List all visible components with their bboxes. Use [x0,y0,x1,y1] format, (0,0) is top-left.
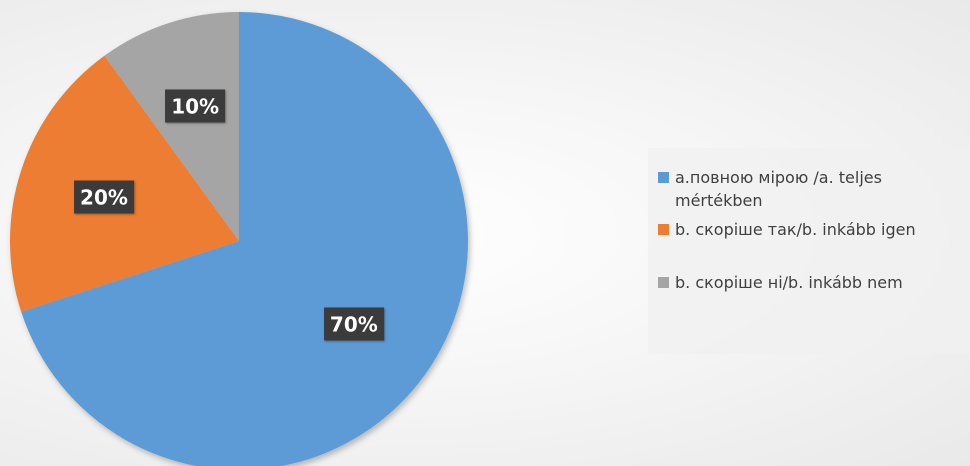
chart-legend: a.повною мірою /a. teljes mértékben b. с… [648,148,970,354]
legend-item: b. скоріше ні/b. inkább nem [658,271,962,294]
pie-slice [21,12,468,466]
legend-swatch [658,277,669,288]
slice-data-label: 10% [165,89,226,123]
legend-swatch [658,224,669,235]
pie-slice [104,12,239,241]
legend-swatch [658,172,669,183]
legend-label: b. скоріше так/b. inkább igen [675,220,916,239]
legend-item: a.повною мірою /a. teljes mértékben [658,166,962,212]
legend-item: b. скоріше так/b. inkább igen [658,218,962,241]
legend-label: a.повною мірою /a. teljes mértékben [675,168,882,210]
legend-label: b. скоріше ні/b. inkább nem [675,273,903,292]
slice-data-label: 70% [323,307,384,341]
slice-data-label: 20% [74,180,134,214]
